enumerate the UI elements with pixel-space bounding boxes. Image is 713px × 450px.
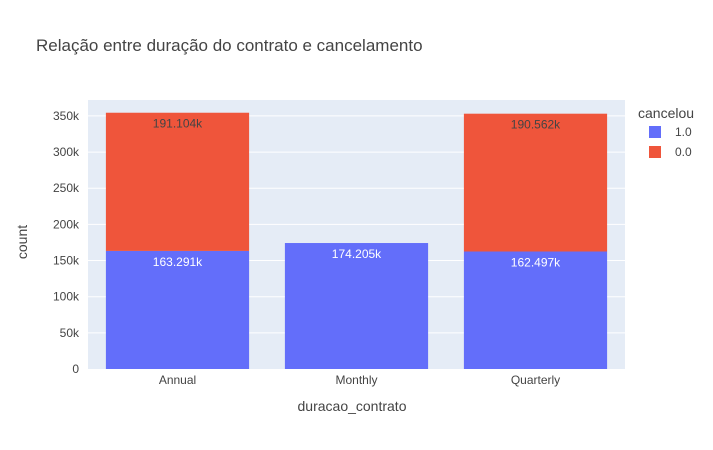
- bar-segment: [105, 250, 250, 369]
- x-axis-title: duracao_contrato: [298, 398, 407, 414]
- legend-swatch: [649, 126, 661, 138]
- y-tick-label: 200k: [53, 217, 80, 231]
- axis-ticks: 0 50k 100k 150k 200k 250k 300k 350k Annual Monthl…: [53, 109, 560, 387]
- bar-data-label: 191.104k: [153, 117, 203, 131]
- legend: cancelou 1.0 0.0: [638, 105, 694, 159]
- y-tick-label: 100k: [53, 290, 80, 304]
- legend-label: 1.0: [675, 125, 692, 139]
- x-tick-label: Annual: [159, 373, 196, 387]
- bar-data-label: 190.562k: [511, 118, 561, 132]
- legend-swatch: [649, 146, 661, 158]
- y-tick-label: 250k: [53, 181, 80, 195]
- y-tick-label: 150k: [53, 254, 80, 268]
- y-tick-label: 300k: [53, 145, 80, 159]
- bar-segment: [463, 113, 608, 252]
- bar-segment: [463, 251, 608, 369]
- x-tick-label: Monthly: [335, 373, 377, 387]
- bar-data-label: 162.497k: [511, 255, 561, 269]
- bar-data-label: 163.291k: [153, 255, 203, 269]
- x-tick-label: Quarterly: [511, 373, 560, 387]
- bar-segment: [105, 112, 250, 251]
- y-tick-label: 350k: [53, 109, 80, 123]
- chart-title: Relação entre duração do contrato e canc…: [36, 36, 423, 55]
- y-tick-label: 50k: [60, 326, 80, 340]
- legend-title: cancelou: [638, 105, 694, 121]
- bar-segment: [284, 243, 429, 369]
- legend-label: 0.0: [675, 145, 692, 159]
- bars: 163.291k 191.104k 174.205k 162.497k 190.562k: [105, 112, 608, 369]
- bar-data-label: 174.205k: [332, 247, 382, 261]
- y-tick-label: 0: [72, 362, 79, 376]
- y-axis-title: count: [14, 225, 30, 259]
